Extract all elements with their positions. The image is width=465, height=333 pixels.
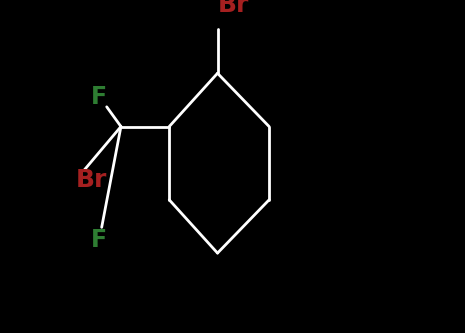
Text: Br: Br: [218, 0, 249, 17]
Text: Br: Br: [76, 168, 107, 192]
Text: F: F: [91, 228, 107, 252]
Text: F: F: [91, 85, 107, 109]
